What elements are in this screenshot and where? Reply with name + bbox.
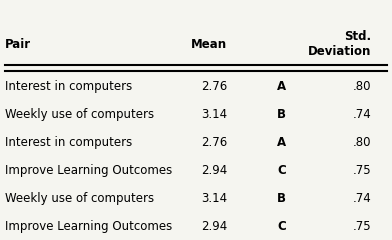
Text: .74: .74 bbox=[352, 108, 371, 121]
Text: 2.94: 2.94 bbox=[201, 220, 227, 233]
Text: A: A bbox=[277, 80, 286, 93]
Text: Interest in computers: Interest in computers bbox=[5, 80, 132, 93]
Text: .80: .80 bbox=[353, 80, 371, 93]
Text: 2.76: 2.76 bbox=[201, 136, 227, 149]
Text: A: A bbox=[277, 136, 286, 149]
Text: .80: .80 bbox=[353, 136, 371, 149]
Text: Weekly use of computers: Weekly use of computers bbox=[5, 192, 154, 205]
Text: Interest in computers: Interest in computers bbox=[5, 136, 132, 149]
Text: .75: .75 bbox=[352, 164, 371, 177]
Text: Weekly use of computers: Weekly use of computers bbox=[5, 108, 154, 121]
Text: B: B bbox=[277, 108, 286, 121]
Text: .75: .75 bbox=[352, 220, 371, 233]
Text: 2.94: 2.94 bbox=[201, 164, 227, 177]
Text: Std.
Deviation: Std. Deviation bbox=[308, 30, 371, 58]
Text: Improve Learning Outcomes: Improve Learning Outcomes bbox=[5, 220, 172, 233]
Text: .74: .74 bbox=[352, 192, 371, 205]
Text: Improve Learning Outcomes: Improve Learning Outcomes bbox=[5, 164, 172, 177]
Text: 2.76: 2.76 bbox=[201, 80, 227, 93]
Text: Mean: Mean bbox=[191, 38, 227, 51]
Text: Pair: Pair bbox=[5, 38, 31, 51]
Text: C: C bbox=[277, 220, 286, 233]
Text: C: C bbox=[277, 164, 286, 177]
Text: B: B bbox=[277, 192, 286, 205]
Text: 3.14: 3.14 bbox=[201, 108, 227, 121]
Text: 3.14: 3.14 bbox=[201, 192, 227, 205]
